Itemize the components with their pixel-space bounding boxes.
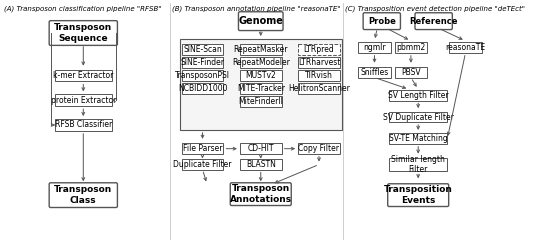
Text: MITE-Tracker: MITE-Tracker	[236, 84, 285, 93]
Text: SV Length Filter: SV Length Filter	[388, 91, 448, 100]
Text: HelitronScanner: HelitronScanner	[288, 84, 350, 93]
Text: Sniffles: Sniffles	[360, 68, 389, 77]
Text: MUSTv2: MUSTv2	[245, 71, 276, 80]
Text: LTRharvest: LTRharvest	[298, 58, 340, 67]
Text: NCBIDD1000: NCBIDD1000	[178, 84, 227, 93]
Bar	[358, 67, 391, 78]
Text: SINE-Scan: SINE-Scan	[183, 45, 222, 54]
Text: Transposon
Class: Transposon Class	[54, 185, 112, 205]
Text: reasonaTE: reasonaTE	[446, 43, 486, 52]
Bar	[298, 143, 340, 154]
FancyBboxPatch shape	[239, 12, 283, 30]
Text: CD-HIT: CD-HIT	[248, 144, 274, 153]
Text: (A) Transposon classification pipeline "RFSB": (A) Transposon classification pipeline "…	[4, 5, 162, 12]
Text: Copy Filter: Copy Filter	[299, 144, 339, 153]
FancyBboxPatch shape	[363, 13, 400, 30]
Text: pbmm2: pbmm2	[397, 43, 426, 52]
Text: Probe: Probe	[368, 17, 395, 26]
Text: Transposition
Events: Transposition Events	[384, 185, 453, 205]
Bar	[240, 83, 282, 94]
Bar	[240, 159, 282, 170]
Bar	[298, 83, 340, 94]
Bar	[240, 70, 282, 81]
FancyBboxPatch shape	[388, 184, 449, 206]
Bar	[389, 112, 447, 122]
Bar	[182, 83, 223, 94]
Text: SV Duplicate Filter: SV Duplicate Filter	[383, 113, 454, 121]
Bar	[240, 96, 282, 107]
Bar	[182, 70, 223, 81]
Bar	[449, 42, 482, 53]
Text: RepeatMasker: RepeatMasker	[234, 45, 288, 54]
Bar	[394, 67, 427, 78]
Bar	[298, 44, 340, 55]
Text: SINE-Finder: SINE-Finder	[180, 58, 224, 67]
Bar	[240, 57, 282, 68]
Text: ngmlr: ngmlr	[363, 43, 386, 52]
Bar	[182, 143, 223, 154]
Bar	[240, 44, 282, 55]
Bar	[55, 70, 112, 82]
Bar	[182, 44, 223, 55]
Text: TIRvish: TIRvish	[305, 71, 333, 80]
Text: MiteFinderII: MiteFinderII	[238, 97, 283, 106]
Text: RepeatModeler: RepeatModeler	[232, 58, 290, 67]
Text: RFSB Classifier: RFSB Classifier	[54, 121, 112, 129]
Text: protein Extractor: protein Extractor	[51, 96, 116, 105]
Bar	[182, 57, 223, 68]
Text: PBSV: PBSV	[401, 68, 421, 77]
Text: Duplicate Filter: Duplicate Filter	[173, 160, 232, 169]
FancyBboxPatch shape	[230, 183, 292, 205]
Text: LTRpred: LTRpred	[304, 45, 334, 54]
Text: Genome: Genome	[238, 16, 283, 26]
Text: BLASTN: BLASTN	[246, 160, 276, 169]
Text: (C) Transposition event detection pipeline "deTEct": (C) Transposition event detection pipeli…	[345, 5, 525, 12]
FancyBboxPatch shape	[415, 13, 452, 30]
Bar	[240, 143, 282, 154]
Bar	[55, 119, 112, 131]
Bar	[389, 158, 447, 171]
Text: SV-TE Matching: SV-TE Matching	[389, 134, 448, 143]
Text: Reference: Reference	[409, 17, 458, 26]
Text: Transposon
Sequence: Transposon Sequence	[54, 23, 112, 43]
Bar	[55, 94, 112, 106]
Bar	[182, 159, 223, 170]
Bar	[298, 70, 340, 81]
Bar	[389, 90, 447, 101]
FancyBboxPatch shape	[49, 183, 117, 207]
Text: Transposon
Annotations: Transposon Annotations	[230, 184, 292, 204]
Bar	[298, 57, 340, 68]
Text: TransposonPSI: TransposonPSI	[175, 71, 230, 80]
Bar	[358, 42, 391, 53]
Bar	[389, 133, 447, 144]
Text: (B) Transposon annotation pipeline "reasonaTE": (B) Transposon annotation pipeline "reas…	[173, 5, 341, 12]
Bar	[180, 39, 342, 130]
Text: File Parser: File Parser	[183, 144, 222, 153]
Bar	[394, 42, 427, 53]
FancyBboxPatch shape	[49, 21, 117, 45]
Text: k-mer Extractor: k-mer Extractor	[53, 71, 113, 80]
Text: Similar length
Filter: Similar length Filter	[391, 155, 445, 174]
